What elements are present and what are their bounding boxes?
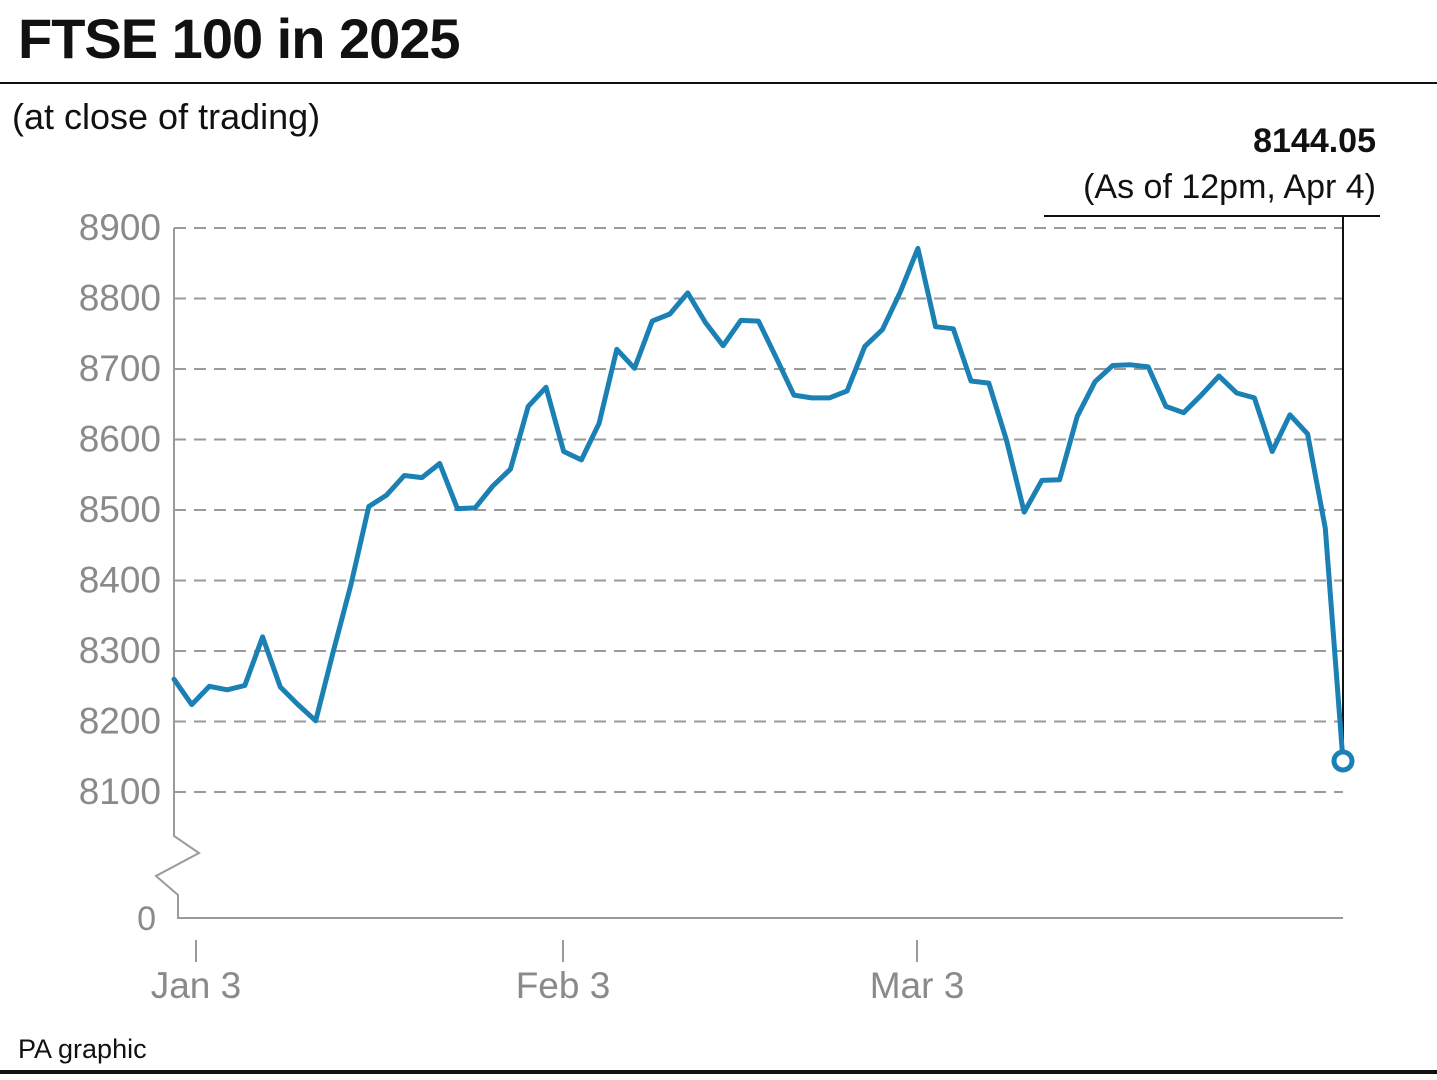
y-tick-label: 8600 <box>79 419 161 460</box>
title-rule <box>0 82 1437 84</box>
annotation-value: 8144.05 <box>1253 122 1376 160</box>
y-tick-label: 8700 <box>79 348 161 389</box>
source-credit: PA graphic <box>18 1034 147 1064</box>
series-line <box>171 245 1346 764</box>
y-axis-line <box>154 228 1343 919</box>
series-ftse-100 <box>171 245 1355 773</box>
chart-subtitle: (at close of trading) <box>12 96 321 137</box>
y-tick-label: 8500 <box>79 489 161 530</box>
y-tick-label: 8300 <box>79 630 161 671</box>
y-tick-label: 8100 <box>79 771 161 812</box>
footer-rule <box>0 1070 1437 1074</box>
y-tick-label: 8900 <box>79 207 161 248</box>
latest-value-marker <box>1331 749 1355 773</box>
x-tick-label: Jan 3 <box>151 965 242 1006</box>
y-tick-label: 8800 <box>79 278 161 319</box>
gridlines <box>174 227 1343 793</box>
y-tick-label: 8200 <box>79 701 161 742</box>
axes <box>154 228 1343 919</box>
y-axis-ticks: 8900 8800 8700 8600 8500 8400 8300 8200 8100 <box>79 207 161 812</box>
x-tick-label: Mar 3 <box>870 965 965 1006</box>
y-tick-label: 8400 <box>79 560 161 601</box>
x-axis-ticks: Jan 3 Feb 3 Mar 3 <box>151 940 965 1006</box>
chart-title: FTSE 100 in 2025 <box>18 7 461 70</box>
annotation-note: (As of 12pm, Apr 4) <box>1083 168 1376 206</box>
x-tick-label: Feb 3 <box>516 965 611 1006</box>
latest-value-annotation: 8144.05 (As of 12pm, Apr 4) <box>1044 122 1380 751</box>
y-tick-label-zero: 0 <box>137 900 156 938</box>
